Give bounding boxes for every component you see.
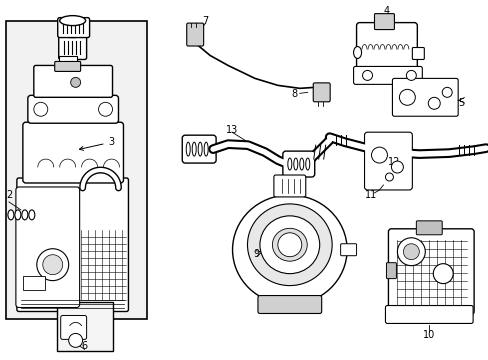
FancyBboxPatch shape	[182, 135, 216, 163]
FancyBboxPatch shape	[356, 23, 416, 78]
Text: 3: 3	[79, 137, 114, 150]
Circle shape	[385, 173, 393, 181]
Ellipse shape	[8, 210, 14, 220]
FancyBboxPatch shape	[340, 244, 356, 256]
Bar	[23, 276, 45, 289]
Ellipse shape	[15, 210, 21, 220]
FancyBboxPatch shape	[387, 229, 473, 315]
Ellipse shape	[60, 15, 85, 26]
Circle shape	[403, 244, 419, 260]
FancyBboxPatch shape	[23, 122, 123, 183]
Text: 8: 8	[291, 89, 297, 99]
FancyBboxPatch shape	[258, 296, 321, 314]
Text: 1: 1	[72, 323, 79, 332]
Text: 4: 4	[383, 6, 389, 15]
Text: 11: 11	[365, 190, 377, 200]
FancyBboxPatch shape	[364, 132, 411, 190]
Circle shape	[71, 77, 81, 87]
FancyBboxPatch shape	[386, 263, 396, 279]
FancyBboxPatch shape	[16, 187, 80, 307]
FancyBboxPatch shape	[411, 48, 424, 59]
Ellipse shape	[29, 210, 35, 220]
FancyBboxPatch shape	[59, 36, 86, 59]
Circle shape	[432, 264, 452, 284]
Text: 13: 13	[225, 125, 238, 135]
FancyBboxPatch shape	[282, 151, 314, 177]
Circle shape	[406, 71, 415, 80]
Circle shape	[427, 97, 439, 109]
Text: 7: 7	[202, 15, 208, 26]
Ellipse shape	[260, 216, 319, 274]
FancyBboxPatch shape	[55, 62, 81, 71]
Circle shape	[362, 71, 372, 80]
FancyBboxPatch shape	[374, 14, 394, 30]
Circle shape	[68, 333, 82, 347]
Circle shape	[42, 255, 62, 275]
FancyBboxPatch shape	[28, 95, 118, 123]
FancyBboxPatch shape	[385, 306, 472, 323]
FancyBboxPatch shape	[273, 175, 305, 197]
Text: 5: 5	[457, 98, 463, 108]
Ellipse shape	[58, 24, 87, 37]
Text: 12: 12	[387, 157, 400, 167]
Ellipse shape	[247, 204, 331, 285]
Circle shape	[390, 161, 403, 173]
Ellipse shape	[232, 195, 346, 305]
Circle shape	[37, 249, 68, 280]
FancyBboxPatch shape	[61, 315, 86, 339]
Circle shape	[371, 147, 386, 163]
FancyBboxPatch shape	[313, 83, 329, 102]
Text: 6: 6	[81, 341, 87, 351]
Circle shape	[277, 233, 301, 257]
Text: 2: 2	[6, 190, 12, 200]
Ellipse shape	[272, 228, 306, 261]
Circle shape	[441, 87, 451, 97]
FancyBboxPatch shape	[34, 66, 112, 97]
FancyBboxPatch shape	[17, 178, 128, 311]
Bar	[57, 302, 112, 351]
FancyBboxPatch shape	[58, 18, 89, 37]
FancyBboxPatch shape	[392, 78, 457, 116]
Circle shape	[397, 238, 425, 266]
Ellipse shape	[353, 46, 361, 58]
Circle shape	[34, 102, 48, 116]
Text: 10: 10	[422, 330, 434, 341]
FancyBboxPatch shape	[415, 221, 441, 235]
Ellipse shape	[22, 210, 28, 220]
Text: 9: 9	[252, 249, 259, 259]
FancyBboxPatch shape	[186, 23, 203, 46]
Bar	[6, 21, 147, 319]
Circle shape	[99, 102, 112, 116]
Circle shape	[399, 89, 414, 105]
Bar	[59, 57, 77, 71]
FancyBboxPatch shape	[353, 67, 422, 84]
